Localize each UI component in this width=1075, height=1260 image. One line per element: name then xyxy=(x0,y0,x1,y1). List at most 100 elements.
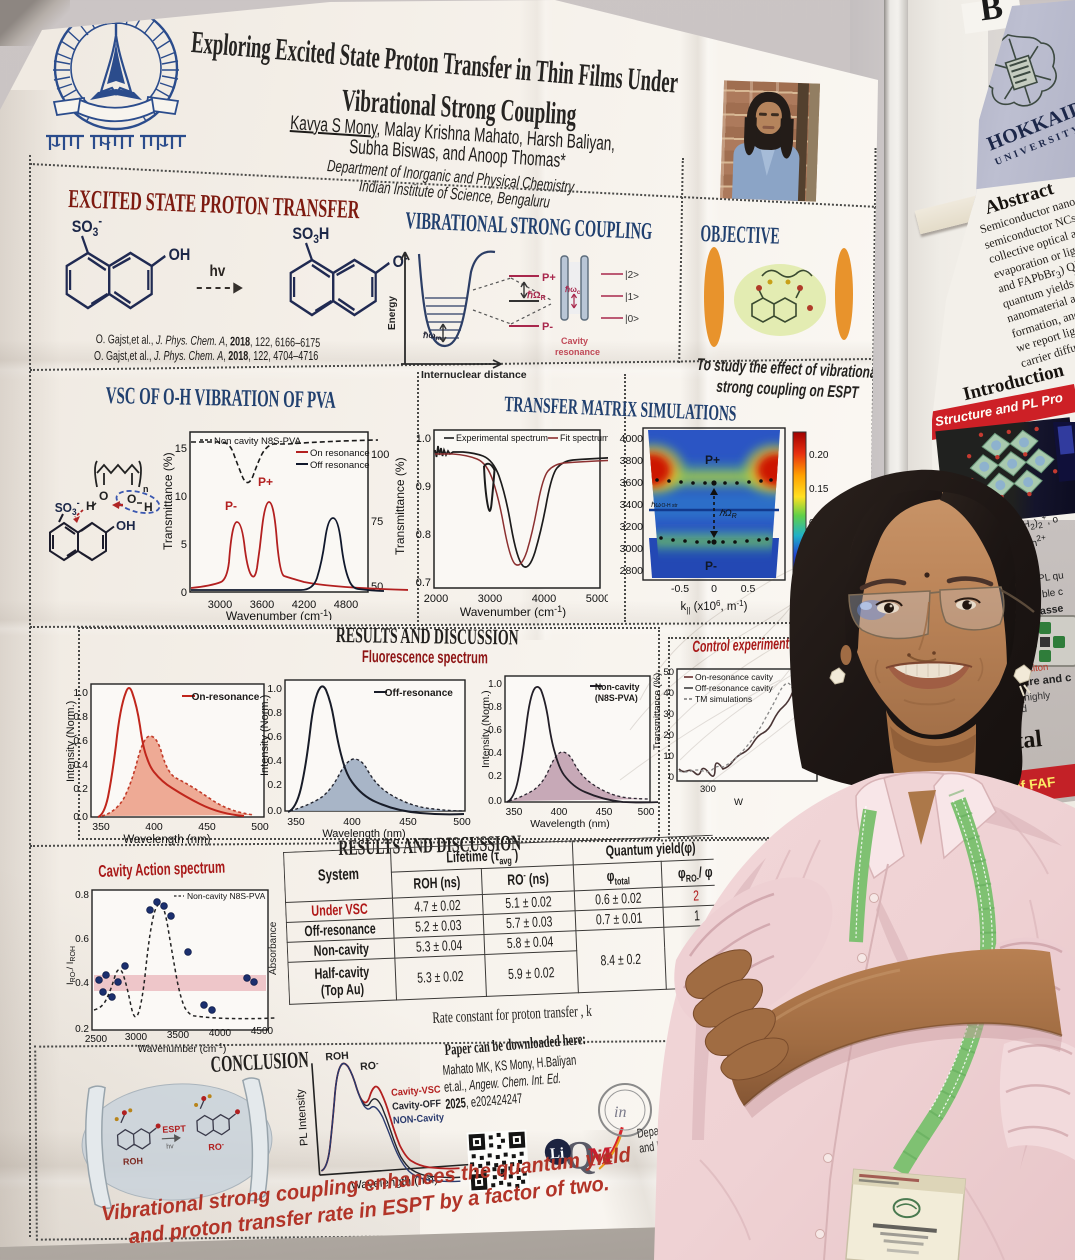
svg-text:2000: 2000 xyxy=(424,593,448,605)
svg-text:0.2: 0.2 xyxy=(75,1024,89,1035)
svg-text:0.6: 0.6 xyxy=(73,735,88,747)
svg-text:ℏω O-H str: ℏω O-H str xyxy=(651,501,678,509)
svg-text:20: 20 xyxy=(663,730,674,741)
svg-text:Transmittance (%): Transmittance (%) xyxy=(161,452,175,550)
svg-text:450: 450 xyxy=(596,807,613,818)
svg-text:3000: 3000 xyxy=(478,593,502,605)
svg-text:40: 40 xyxy=(663,688,674,699)
svg-text:50: 50 xyxy=(663,667,674,678)
svg-text:4000: 4000 xyxy=(209,1028,232,1039)
svg-text:SO3-: SO3- xyxy=(55,498,80,517)
svg-text:Cavity-VSC: Cavity-VSC xyxy=(391,1084,441,1099)
svg-text:10: 10 xyxy=(175,491,187,503)
svg-text:30: 30 xyxy=(663,709,674,720)
svg-text:RO-: RO- xyxy=(360,1059,380,1073)
svg-text:ℏΩR: ℏΩR xyxy=(527,290,546,302)
svg-text:0: 0 xyxy=(181,587,187,599)
svg-text:1.0: 1.0 xyxy=(416,433,431,445)
svg-text:500: 500 xyxy=(251,821,269,833)
svg-text:RO-: RO- xyxy=(208,1142,225,1153)
svg-text:M: M xyxy=(587,1141,614,1172)
svg-text:0.8: 0.8 xyxy=(416,529,431,541)
svg-text:|1>: |1> xyxy=(625,292,639,303)
svg-text:1.0: 1.0 xyxy=(267,683,282,695)
svg-text:2500: 2500 xyxy=(85,1034,108,1045)
svg-text:P+: P+ xyxy=(705,453,720,467)
svg-text:0.8: 0.8 xyxy=(488,702,502,713)
svg-text:Non cavity N8S-PVA: Non cavity N8S-PVA xyxy=(214,436,302,447)
svg-text:Cavity-OFF: Cavity-OFF xyxy=(392,1098,442,1113)
svg-text:0: 0 xyxy=(669,772,674,783)
svg-text:Wavenumber (cm-1): Wavenumber (cm-1) xyxy=(460,604,566,618)
svg-text:ℏωm: ℏωm xyxy=(423,330,441,342)
svg-text:0.6: 0.6 xyxy=(267,731,282,743)
svg-text:0.2: 0.2 xyxy=(267,779,282,791)
svg-text:k|| (x106, m-1): k|| (x106, m-1) xyxy=(681,599,748,615)
svg-text:1.0: 1.0 xyxy=(488,679,502,690)
svg-text:ℏωc: ℏωc xyxy=(565,285,581,296)
svg-text:On resonance: On resonance xyxy=(310,448,370,459)
svg-text:Wavenumber (cm-1): Wavenumber (cm-1) xyxy=(138,1041,227,1055)
svg-text:500: 500 xyxy=(638,807,655,818)
svg-text:3200: 3200 xyxy=(620,521,644,533)
svg-text:400: 400 xyxy=(343,816,361,828)
svg-text:Internuclear distance: Internuclear distance xyxy=(421,369,527,381)
svg-text:P-: P- xyxy=(542,321,553,333)
svg-text:Off-resonance: Off-resonance xyxy=(385,688,454,699)
svg-text:0.7: 0.7 xyxy=(416,577,431,589)
svg-text:350: 350 xyxy=(287,816,305,828)
svg-text:Intensity (Norm.): Intensity (Norm.) xyxy=(259,695,271,776)
svg-text:Off-resonance cavity: Off-resonance cavity xyxy=(695,683,774,693)
svg-text:O: O xyxy=(99,489,108,503)
svg-text:0.2: 0.2 xyxy=(73,783,88,795)
svg-text:0.0: 0.0 xyxy=(488,796,502,807)
svg-text:1.0: 1.0 xyxy=(73,687,88,699)
svg-text:in: in xyxy=(614,1104,626,1121)
svg-text:4000: 4000 xyxy=(532,593,556,605)
svg-text:Wavenumber (cm-1): Wavenumber (cm-1) xyxy=(226,608,332,620)
svg-text:H: H xyxy=(144,500,153,514)
svg-text:Cavity: Cavity xyxy=(561,336,588,346)
svg-text:0.9: 0.9 xyxy=(416,481,431,493)
svg-text:0.2: 0.2 xyxy=(488,771,502,782)
svg-text:Energy: Energy xyxy=(387,296,398,330)
svg-text:ROH: ROH xyxy=(325,1050,349,1064)
svg-text:2800: 2800 xyxy=(620,565,644,577)
svg-text:Off resonance: Off resonance xyxy=(310,460,370,471)
svg-text:PL Intensity: PL Intensity xyxy=(295,1088,311,1146)
svg-text:SO3-: SO3- xyxy=(72,218,102,239)
svg-text:10: 10 xyxy=(663,751,674,762)
svg-text:400: 400 xyxy=(551,807,568,818)
svg-text:4200: 4200 xyxy=(292,599,316,611)
svg-text:Transmittance (%): Transmittance (%) xyxy=(393,457,407,555)
svg-text:0.8: 0.8 xyxy=(73,711,88,723)
svg-text:Li: Li xyxy=(549,1145,564,1162)
svg-text:Fit spectrum: Fit spectrum xyxy=(560,433,608,443)
svg-text:0.6: 0.6 xyxy=(488,725,502,736)
svg-text:500: 500 xyxy=(453,816,471,828)
svg-text:hv: hv xyxy=(210,263,227,280)
svg-text:(N8S-PVA): (N8S-PVA) xyxy=(595,693,638,703)
svg-text:On-resonance cavity: On-resonance cavity xyxy=(695,672,774,682)
svg-text:0.5: 0.5 xyxy=(741,583,756,595)
svg-text:OH: OH xyxy=(169,246,191,264)
svg-text:Non-cavity N8S-PVA: Non-cavity N8S-PVA xyxy=(187,891,266,901)
svg-text:P+: P+ xyxy=(542,272,556,284)
svg-text:Intensity (Norm.): Intensity (Norm.) xyxy=(65,701,77,782)
svg-text:5: 5 xyxy=(181,539,187,551)
svg-text:hv: hv xyxy=(166,1143,174,1150)
svg-text:Transmittance (%): Transmittance (%) xyxy=(652,673,663,750)
svg-text:resonance: resonance xyxy=(555,347,600,357)
svg-text:Wavelength (nm): Wavelength (nm) xyxy=(530,818,610,830)
svg-text:4000: 4000 xyxy=(620,433,644,445)
svg-text:0.0: 0.0 xyxy=(267,805,282,817)
svg-text:3000: 3000 xyxy=(125,1032,148,1043)
svg-text:0.8: 0.8 xyxy=(267,707,282,719)
svg-text:Wavelength (nm): Wavelength (nm) xyxy=(123,834,210,846)
svg-text:0.4: 0.4 xyxy=(267,755,282,767)
svg-text:Wavelength (nm): Wavelength (nm) xyxy=(322,828,405,840)
svg-text:15: 15 xyxy=(175,443,187,455)
svg-text:3500: 3500 xyxy=(167,1030,190,1041)
svg-text:0.20: 0.20 xyxy=(809,450,829,461)
svg-text:3800: 3800 xyxy=(620,455,644,467)
